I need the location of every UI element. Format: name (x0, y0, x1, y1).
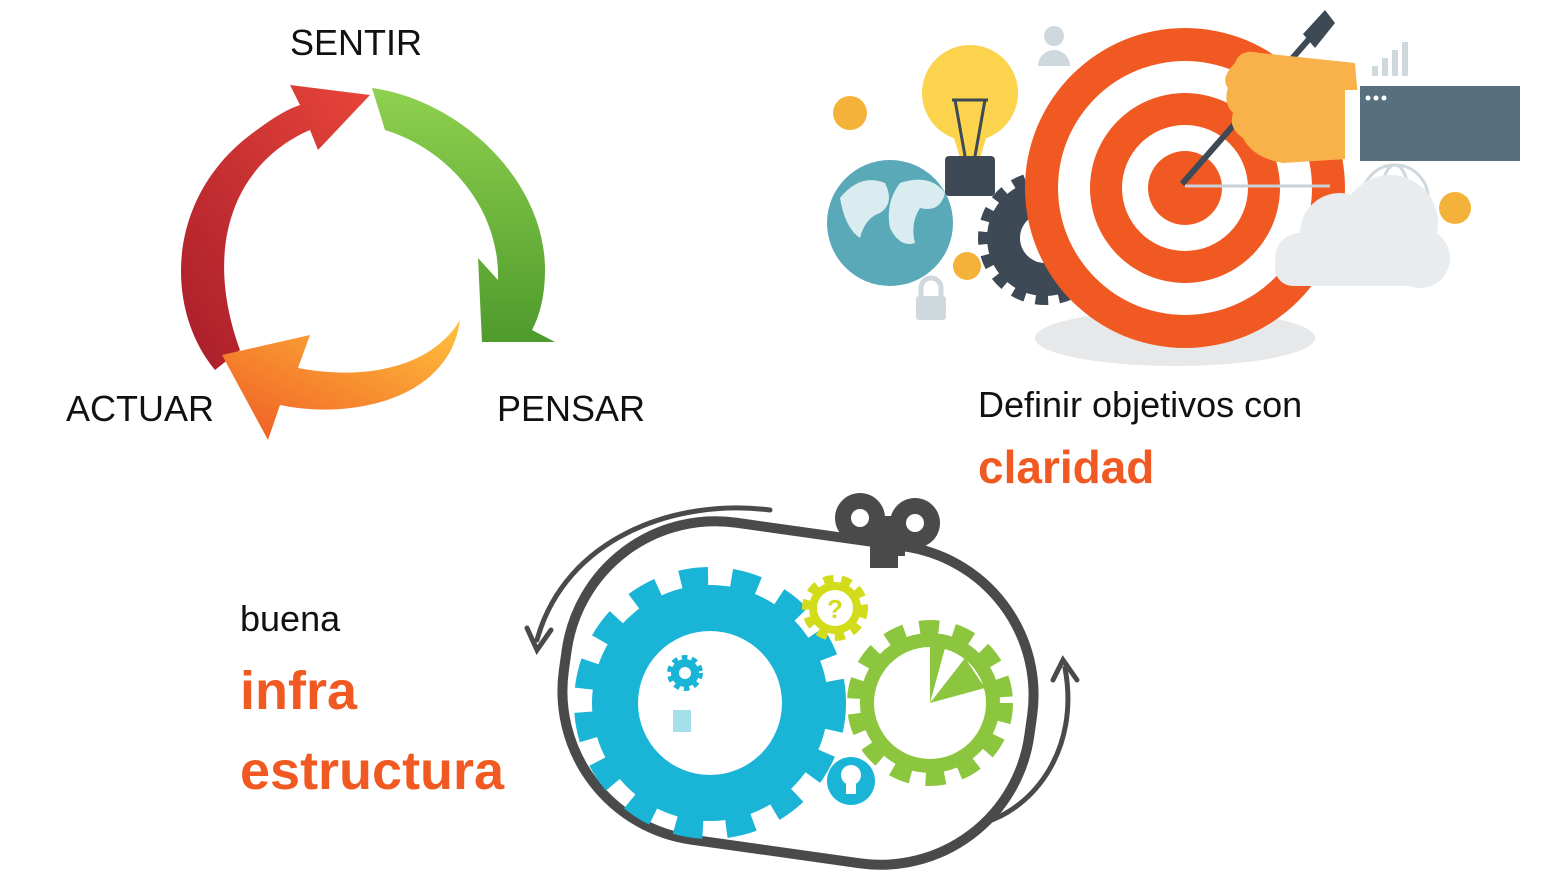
cloud-icon (1275, 175, 1450, 288)
bar-chart-icon (1372, 42, 1408, 76)
infra-text-estructura: estructura (240, 741, 505, 801)
coin-icon (1439, 192, 1471, 224)
label-sentir: SENTIR (290, 22, 423, 63)
cycle-arrow-green (372, 88, 555, 342)
cycle-diagram (181, 85, 555, 440)
hand-icon (1225, 51, 1520, 163)
question-gear-icon: ? (802, 575, 868, 641)
coin-icon (953, 252, 981, 280)
cycle-arrow-red (181, 85, 370, 370)
label-pensar: PENSAR (497, 388, 646, 429)
user-icon (1038, 26, 1070, 66)
objectives-text: Definir objetivos con (978, 384, 1303, 425)
light-bulb-icon (922, 45, 1018, 196)
globe-icon (827, 160, 953, 286)
cycle-arrow-icon (524, 505, 1080, 826)
green-gear-icon (847, 620, 1013, 786)
cycle-arrow-orange (222, 320, 460, 440)
lock-icon (916, 275, 946, 320)
infra-illustration: ? (524, 493, 1080, 870)
winding-key-icon (835, 493, 940, 568)
gear-case (557, 516, 1039, 870)
infra-text-buena: buena (240, 598, 341, 639)
label-actuar: ACTUAR (66, 388, 215, 429)
svg-text:?: ? (827, 594, 843, 624)
coin-icon (833, 96, 867, 130)
bulb-circle-icon (827, 757, 875, 805)
target-illustration (827, 10, 1520, 366)
infra-text-infra: infra (240, 661, 358, 721)
objectives-highlight: claridad (978, 441, 1155, 493)
blue-gear-icon (574, 567, 846, 839)
